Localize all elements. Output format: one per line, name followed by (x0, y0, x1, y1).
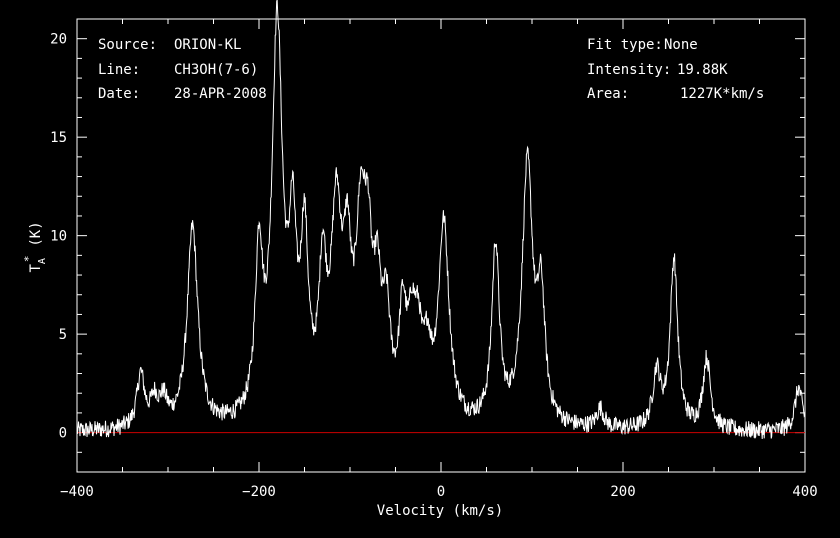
area-key: Area: (587, 86, 629, 102)
x-axis-label: Velocity (km/s) (377, 503, 503, 519)
y-axis-label-unit: (K) (28, 221, 44, 246)
y-tick-label: 20 (50, 32, 67, 48)
y-axis-label-symbol: T (28, 264, 44, 273)
y-axis-ticks: 0 5 10 15 20 (50, 32, 805, 453)
spectrum-line (76, 0, 806, 440)
line-value: CH3OH(7-6) (174, 62, 258, 78)
y-axis-label: TA* (K) (22, 221, 48, 272)
x-tick-label: 400 (792, 484, 817, 500)
date-key: Date: (98, 86, 140, 102)
source-key: Source: (98, 37, 157, 53)
y-tick-label: 0 (59, 426, 67, 442)
y-tick-label: 5 (59, 327, 67, 343)
area-value: 1227K*km/s (680, 86, 764, 102)
fit-type-key: Fit type: (587, 37, 663, 53)
fit-type-value: None (664, 37, 698, 53)
x-tick-label: 200 (610, 484, 635, 500)
intensity-key: Intensity: (587, 62, 671, 78)
source-value: ORION-KL (174, 37, 241, 53)
x-tick-label: −400 (60, 484, 94, 500)
annotation-block-right: Fit type: None Intensity: 19.88K Area: 1… (587, 37, 764, 102)
y-axis-label-subscript: A (37, 258, 48, 264)
intensity-value: 19.88K (677, 62, 728, 78)
y-tick-label: 15 (50, 130, 67, 146)
x-tick-label: 0 (437, 484, 445, 500)
y-tick-label: 10 (50, 229, 67, 245)
y-axis-label-superscript: * (22, 255, 35, 262)
date-value: 28-APR-2008 (174, 86, 267, 102)
annotation-block-left: Source: ORION-KL Line: CH3OH(7-6) Date: … (98, 37, 267, 102)
x-tick-label: −200 (242, 484, 276, 500)
x-axis-ticks: −400 −200 0 200 400 (60, 19, 818, 500)
y-axis-label-main: TA* (22, 255, 48, 272)
line-key: Line: (98, 62, 140, 78)
